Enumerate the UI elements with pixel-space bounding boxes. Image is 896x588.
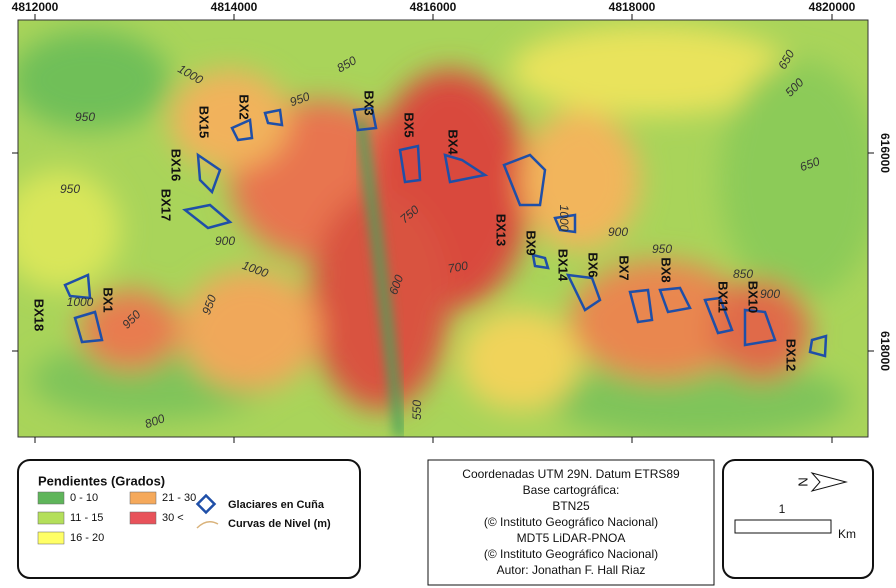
legend-label: 30 <	[162, 512, 184, 524]
legend-title: Pendientes (Grados)	[38, 473, 165, 488]
glacier-label: BX10	[746, 281, 761, 314]
legend-swatch	[130, 492, 156, 504]
top-coordinate: 4820000	[809, 0, 856, 14]
contour-label: 900	[608, 225, 628, 239]
legend-glacier: Glaciares en Cuña	[228, 499, 325, 511]
legend-label: 0 - 10	[70, 492, 98, 504]
credit-line: Autor: Jonathan F. Hall Riaz	[497, 563, 646, 577]
slope-raster	[0, 20, 880, 440]
contour-label: 950	[75, 110, 95, 124]
glacier-label: BX3	[362, 90, 377, 115]
glacier-label: BX9	[524, 230, 539, 255]
contour-label: 900	[760, 287, 780, 301]
credit-line: (© Instituto Geográfico Nacional)	[484, 515, 658, 529]
contour-label: 950	[60, 182, 80, 196]
legend-swatch	[38, 512, 64, 524]
legend-label: 16 - 20	[70, 532, 104, 544]
legend-swatch	[38, 532, 64, 544]
glacier-label: BX13	[494, 214, 509, 247]
right-coordinate: 618000	[878, 331, 892, 371]
glacier-label: BX5	[402, 112, 417, 137]
scale-bar	[735, 520, 831, 533]
credit-line: Coordenadas UTM 29N. Datum ETRS89	[462, 467, 680, 481]
top-coordinate: 4816000	[410, 0, 457, 14]
right-coordinate: 616000	[878, 133, 892, 173]
north-label: N	[796, 477, 811, 486]
top-coordinate: 4812000	[12, 0, 59, 14]
scale-value: 1	[779, 502, 786, 516]
legend-contour: Curvas de Nivel (m)	[228, 518, 331, 530]
legend-swatch	[130, 512, 156, 524]
contour-label: 850	[733, 267, 753, 281]
glacier-label: BX11	[716, 281, 731, 313]
glacier-label: BX6	[586, 252, 601, 277]
contour-label: 550	[410, 400, 424, 420]
map-figure: BX18 BX1 BX15 BX2 BX16 BX17 BX3 BX5 BX4 BX13 BX9 BX…	[0, 0, 896, 588]
legend-swatch	[38, 492, 64, 504]
glacier-label: BX16	[169, 149, 184, 182]
top-coordinate: 4814000	[211, 0, 258, 14]
glacier-label: BX12	[784, 339, 799, 372]
glacier-label: BX8	[659, 257, 674, 282]
glacier-label: BX1	[101, 287, 116, 312]
credit-line: Base cartográfica:	[523, 483, 620, 497]
contour-label: 1000	[67, 295, 94, 309]
contour-label: 1000	[557, 205, 571, 232]
legend-label: 11 - 15	[70, 512, 103, 524]
glacier-label: BX14	[556, 249, 571, 282]
scale-unit: Km	[838, 527, 856, 541]
top-coordinate: 4818000	[609, 0, 656, 14]
glacier-label: BX2	[237, 94, 252, 119]
credit-line: (© Instituto Geográfico Nacional)	[484, 547, 658, 561]
credit-line: MDT5 LiDAR-PNOA	[517, 531, 626, 545]
glacier-label: BX4	[446, 129, 461, 155]
credit-line: BTN25	[552, 499, 590, 513]
contour-label: 950	[652, 242, 672, 256]
contour-label: 900	[215, 234, 235, 248]
legend-label: 21 - 30	[162, 492, 196, 504]
glacier-label: BX17	[159, 189, 174, 222]
glacier-label: BX18	[32, 299, 47, 332]
glacier-label: BX15	[197, 106, 212, 139]
glacier-label: BX7	[617, 255, 632, 280]
